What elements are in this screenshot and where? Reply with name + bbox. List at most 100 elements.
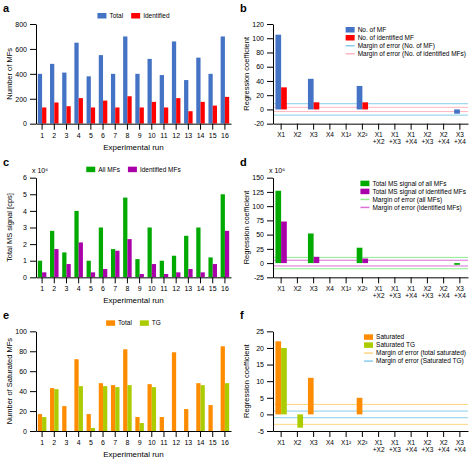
panel: -20020406080100120X1X2X3X4X1²X2²X1+X2X1+…: [240, 2, 469, 145]
bar: [389, 109, 395, 110]
tick-label: X1+X2: [373, 439, 385, 453]
x-tick: X4: [326, 124, 334, 139]
legend-label: Saturated TG: [376, 341, 415, 348]
bar: [103, 269, 107, 277]
plot-area: -20020406080100120X1X2X3X4X1²X2²X1+X2X1+…: [252, 21, 468, 146]
tick-label: 1: [40, 285, 44, 292]
bar: [54, 102, 58, 123]
x-tick: X1: [277, 277, 285, 292]
legend-item: Total MS signal of all MFs: [360, 180, 447, 188]
legend-swatch: [360, 199, 369, 201]
bar: [411, 263, 417, 264]
tick-mark: [267, 192, 273, 193]
tick-label: X2: [293, 131, 301, 138]
tick-mark: [30, 74, 36, 75]
tick-mark: [362, 277, 363, 283]
x-tick: 4: [77, 277, 81, 292]
bar: [201, 102, 205, 124]
bar: [411, 414, 417, 415]
bar: [103, 386, 107, 431]
tick-label: 20: [19, 408, 27, 415]
legend-item: Margin of error (all MFs): [360, 196, 442, 204]
x-tick: X3: [310, 277, 318, 292]
tick-label: 120: [252, 21, 264, 28]
bar-series: [42, 383, 229, 431]
x-axis-title: Experimental run: [103, 143, 163, 152]
bar: [281, 87, 287, 109]
panel-title: e: [3, 309, 9, 321]
x-tick: 3: [65, 277, 69, 292]
legend-swatch: [364, 360, 373, 362]
tick-mark: [443, 431, 444, 437]
tick-mark: [127, 431, 128, 437]
x-tick: X2: [293, 277, 301, 292]
bar: [454, 414, 460, 415]
tick-mark: [103, 124, 104, 130]
tick-mark: [346, 124, 347, 130]
bar: [438, 263, 444, 264]
bar: [135, 259, 139, 277]
bar: [176, 98, 180, 124]
tick-label-line: +X4: [454, 446, 466, 453]
tick-label: X4: [326, 131, 334, 138]
tick-label: 1: [23, 257, 27, 264]
bar: [152, 102, 156, 124]
tick-mark: [267, 38, 273, 39]
x-tick: 8: [125, 124, 129, 139]
tick-label: X3: [310, 131, 318, 138]
tick-label: 3: [65, 132, 69, 139]
bar: [62, 406, 66, 431]
bar: [362, 102, 368, 109]
tick-mark: [267, 431, 273, 432]
y-tick: 80: [19, 348, 36, 355]
bar: [438, 414, 444, 415]
tick-mark: [66, 124, 67, 130]
bar: [395, 414, 401, 415]
bar: [225, 383, 229, 431]
bar: [115, 387, 119, 431]
legend-swatch: [346, 35, 355, 41]
bar: [127, 385, 131, 431]
tick-mark: [427, 277, 428, 283]
tick-label-line: +X3: [389, 138, 401, 145]
y-tick: 60: [256, 63, 273, 70]
reference-line: [273, 411, 468, 412]
tick-label: 16: [221, 439, 229, 446]
bar-series: [275, 35, 459, 114]
tick-mark: [139, 124, 140, 130]
x-tick: X2²: [357, 277, 368, 292]
bar: [111, 74, 115, 124]
x-tick: 15: [209, 431, 217, 446]
tick-mark: [151, 277, 152, 283]
tick-label: X3+X4: [454, 439, 466, 453]
tick-mark: [30, 194, 36, 195]
x-tick: X3: [310, 124, 318, 139]
tick-mark: [176, 431, 177, 437]
tick-mark: [30, 261, 36, 262]
tick-label: X1²: [341, 131, 352, 138]
tick-label: 4: [77, 132, 81, 139]
bar: [308, 79, 314, 110]
tick-mark: [54, 124, 55, 130]
y-axis-title: Regression coefficient: [242, 36, 251, 111]
x-tick: 10: [148, 277, 156, 292]
x-tick: X3+X4: [454, 431, 466, 453]
x-tick: 11: [160, 431, 167, 446]
bar: [357, 398, 363, 415]
bar: [330, 109, 336, 110]
tick-mark: [212, 124, 213, 130]
bar-series: [281, 348, 303, 428]
y-tick: 150: [252, 174, 273, 181]
bar: [148, 228, 152, 278]
tick-label: 0: [23, 428, 27, 435]
bar: [188, 111, 192, 123]
y-tick: 80: [256, 49, 273, 56]
tick-label: 0: [23, 120, 27, 127]
tick-label-line: X1: [407, 285, 415, 292]
tick-label: X2+X4: [438, 439, 450, 453]
tick-mark: [267, 109, 273, 110]
bar: [172, 352, 176, 431]
tick-mark: [151, 431, 152, 437]
legend-label: Margin of error (all MFs): [372, 196, 442, 204]
bar: [87, 76, 91, 123]
